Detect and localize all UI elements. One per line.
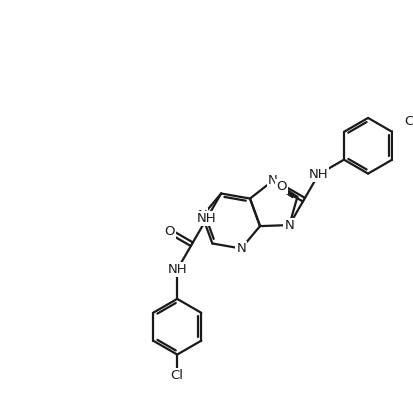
- Text: N: N: [197, 209, 206, 222]
- Text: N: N: [236, 242, 245, 255]
- Text: N: N: [284, 219, 294, 232]
- Text: N: N: [268, 174, 277, 187]
- Text: NH: NH: [196, 212, 216, 225]
- Text: NH: NH: [167, 263, 187, 276]
- Text: O: O: [276, 180, 286, 193]
- Text: O: O: [164, 225, 174, 238]
- Text: Cl: Cl: [170, 369, 183, 382]
- Text: Cl: Cl: [403, 115, 413, 128]
- Text: NH: NH: [308, 168, 328, 181]
